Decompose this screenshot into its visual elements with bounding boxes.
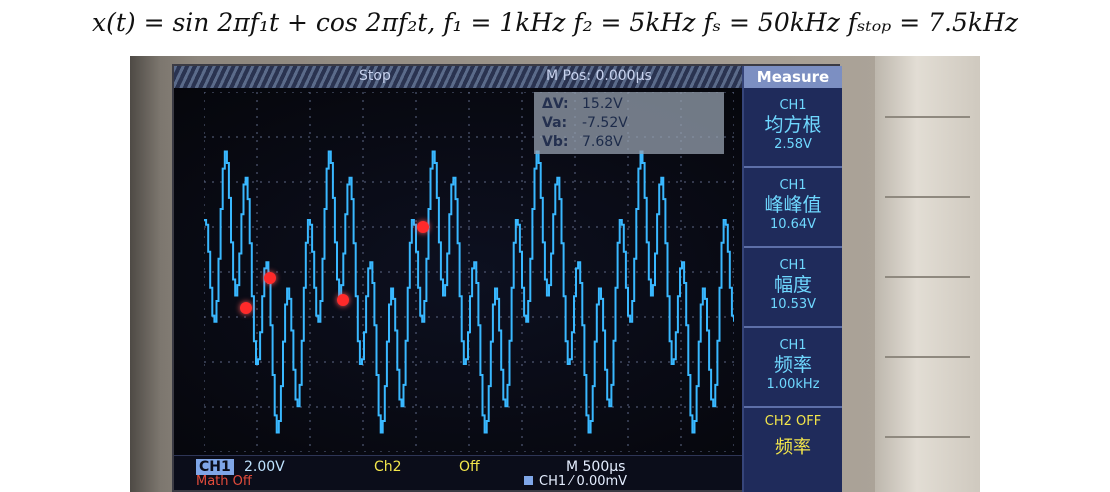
trigger-icon — [524, 476, 533, 485]
measure-channel: CH1 — [779, 178, 807, 193]
measure-channel: CH1 — [779, 98, 807, 113]
oscilloscope-screen: Stop M Pos: 0.000μs ΔV: 15.2V Va: -7.52V V… — [172, 64, 842, 492]
laser-dot — [240, 302, 252, 314]
measure-channel: CH1 — [779, 338, 807, 353]
math-state: Math Off — [196, 474, 252, 489]
measure-title[interactable]: Measure — [744, 66, 842, 88]
measure-item-rms[interactable]: CH1 均方根 2.58V — [744, 88, 842, 168]
cursor-value: -7.52V — [582, 115, 628, 131]
measure-value: 10.64V — [769, 217, 817, 232]
timebase: M 500μs — [566, 459, 626, 475]
bezel-ridge — [885, 196, 970, 198]
ch2-status[interactable]: CH2 OFF — [764, 414, 822, 429]
run-status: Stop — [359, 68, 391, 84]
ch1-badge: CH1 — [196, 459, 234, 475]
ch1-waveform — [204, 150, 734, 434]
laser-dot — [264, 272, 276, 284]
bottom-status-bar: CH1 2.00V Ch2 Off M 500μs Math Off CH1 ⁄… — [174, 455, 742, 490]
measure-name: 频率 — [773, 354, 812, 376]
ch2-state: Off — [459, 459, 480, 475]
measure-name: 均方根 — [764, 114, 822, 136]
bezel-ridge — [885, 116, 970, 118]
cursor-label: Va: — [542, 115, 568, 131]
right-bezel — [875, 56, 980, 492]
cursor-readout: ΔV: 15.2V Va: -7.52V Vb: 7.68V — [534, 92, 724, 154]
ch1-scale: 2.00V — [244, 459, 285, 475]
measure-item-frequency[interactable]: CH1 频率 1.00kHz — [744, 328, 842, 408]
cursor-label: Vb: — [542, 134, 569, 150]
bezel-ridge — [885, 356, 970, 358]
signal-formula: x(t) = sin 2πf₁t + cos 2πf₂t, f₁ = 1kHz … — [91, 8, 1018, 37]
measure-item-peak-to-peak[interactable]: CH1 峰峰值 10.64V — [744, 168, 842, 248]
cursor-value: 15.2V — [582, 96, 623, 112]
cursor-value: 7.68V — [582, 134, 623, 150]
measure-channel: CH1 — [779, 258, 807, 273]
measure-name: 峰峰值 — [764, 194, 822, 216]
ch2-label: Ch2 — [374, 459, 402, 475]
measure-value: 1.00kHz — [766, 377, 820, 392]
top-status-bar: Stop M Pos: 0.000μs — [174, 66, 838, 88]
laser-dot — [417, 221, 429, 233]
left-bezel — [130, 56, 160, 492]
oscilloscope-photo: Stop M Pos: 0.000μs ΔV: 15.2V Va: -7.52V V… — [130, 56, 980, 492]
ch2-measure[interactable]: 频率 — [775, 437, 811, 458]
bezel-ridge — [885, 276, 970, 278]
trigger-info: CH1 ⁄ 0.00mV — [524, 474, 627, 489]
measure-name: 幅度 — [773, 274, 812, 296]
measure-value: 10.53V — [769, 297, 817, 312]
measure-item-amplitude[interactable]: CH1 幅度 10.53V — [744, 248, 842, 328]
bezel-ridge — [885, 436, 970, 438]
measure-value: 2.58V — [774, 137, 812, 152]
laser-dot — [337, 294, 349, 306]
waveform-display — [204, 92, 734, 452]
trigger-text: CH1 ⁄ 0.00mV — [539, 474, 628, 489]
cursor-label: ΔV: — [542, 96, 569, 112]
horizontal-position: M Pos: 0.000μs — [546, 68, 652, 84]
measure-panel: Measure CH1 均方根 2.58V CH1 峰峰值 10.64V CH1… — [742, 66, 842, 492]
